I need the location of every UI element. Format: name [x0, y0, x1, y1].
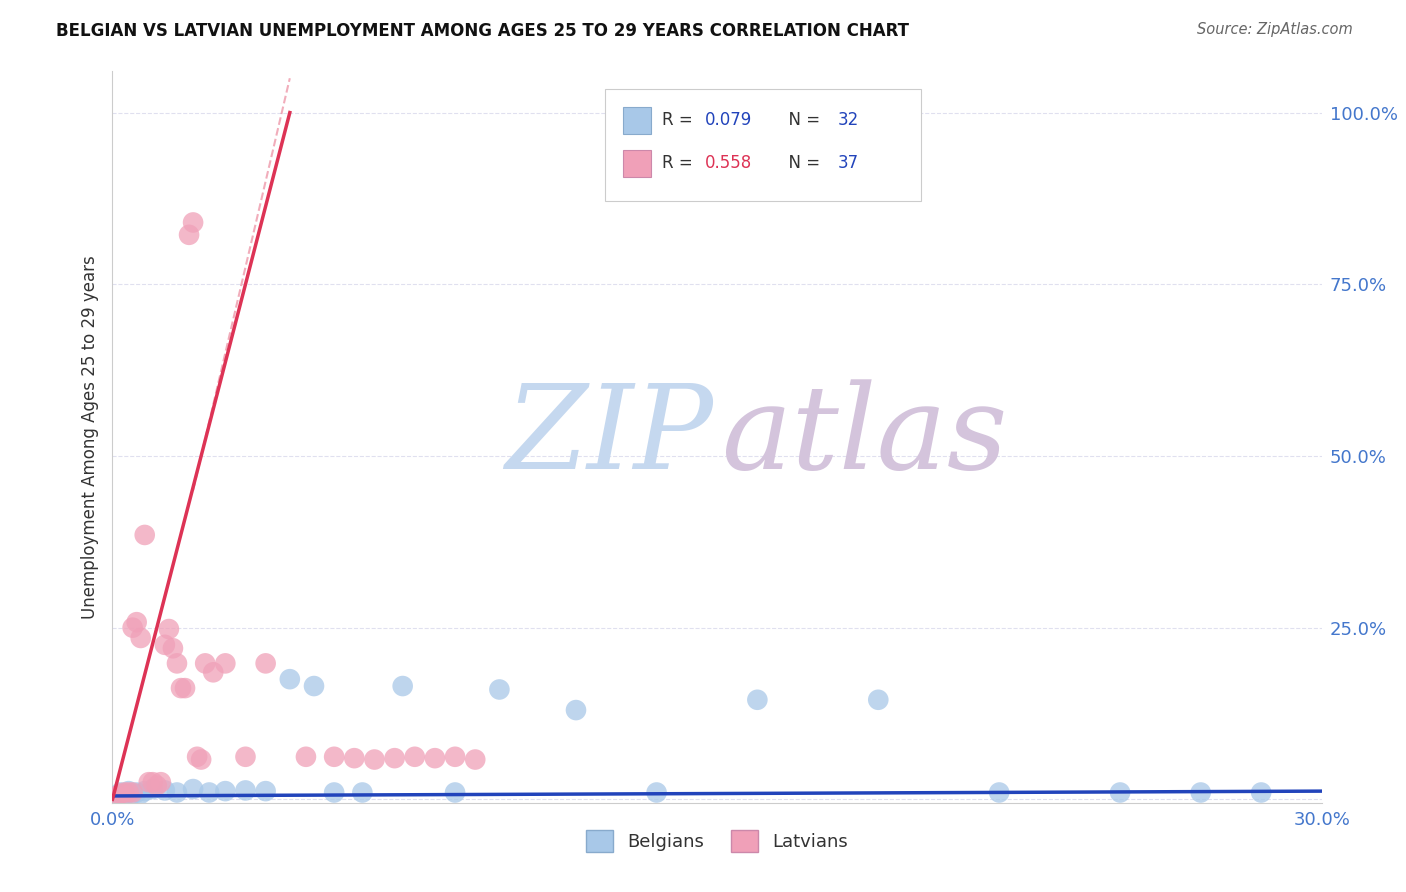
Text: Source: ZipAtlas.com: Source: ZipAtlas.com: [1197, 22, 1353, 37]
Point: [488, 682, 510, 697]
Point: [121, 787, 143, 801]
Point: [134, 528, 156, 542]
Point: [254, 784, 277, 798]
Point: [235, 783, 257, 797]
Point: [138, 775, 160, 789]
Point: [181, 782, 204, 797]
Point: [121, 785, 143, 799]
Point: [166, 657, 188, 671]
Point: [198, 785, 221, 799]
Point: [404, 749, 426, 764]
Point: [174, 681, 197, 695]
Point: [134, 784, 156, 798]
Point: [153, 638, 176, 652]
Point: [114, 785, 136, 799]
Text: 0.558: 0.558: [704, 154, 752, 172]
Text: N =: N =: [778, 112, 825, 129]
Point: [157, 622, 180, 636]
Point: [105, 789, 128, 803]
Point: [343, 751, 366, 765]
Text: BELGIAN VS LATVIAN UNEMPLOYMENT AMONG AGES 25 TO 29 YEARS CORRELATION CHART: BELGIAN VS LATVIAN UNEMPLOYMENT AMONG AG…: [56, 22, 910, 40]
Point: [166, 785, 188, 799]
Point: [105, 789, 128, 803]
Point: [146, 779, 169, 793]
Point: [295, 749, 318, 764]
Point: [202, 665, 225, 680]
Text: N =: N =: [778, 154, 825, 172]
Point: [142, 775, 165, 789]
Point: [214, 657, 236, 671]
Text: R =: R =: [662, 154, 699, 172]
Point: [352, 785, 374, 799]
Legend: Belgians, Latvians: Belgians, Latvians: [578, 823, 856, 860]
Text: 37: 37: [838, 154, 859, 172]
Point: [391, 679, 413, 693]
Point: [121, 621, 143, 635]
Point: [565, 703, 588, 717]
Point: [162, 641, 184, 656]
Point: [214, 784, 236, 798]
Point: [235, 749, 257, 764]
Point: [129, 631, 152, 645]
Point: [747, 693, 769, 707]
Point: [384, 751, 406, 765]
Point: [194, 657, 217, 671]
Point: [254, 657, 277, 671]
Point: [149, 775, 172, 789]
Point: [190, 752, 212, 766]
Point: [153, 783, 176, 797]
Point: [278, 672, 301, 686]
Point: [423, 751, 446, 765]
Point: [444, 749, 467, 764]
Point: [868, 693, 890, 707]
Point: [186, 749, 208, 764]
Point: [117, 785, 139, 799]
Point: [114, 789, 136, 803]
Y-axis label: Unemployment Among Ages 25 to 29 years: Unemployment Among Ages 25 to 29 years: [80, 255, 98, 619]
Point: [177, 227, 200, 242]
Point: [464, 752, 486, 766]
Text: R =: R =: [662, 112, 699, 129]
Point: [323, 749, 346, 764]
Point: [1109, 785, 1132, 799]
Point: [181, 215, 204, 229]
Point: [114, 787, 136, 801]
Point: [444, 785, 467, 799]
Point: [323, 785, 346, 799]
Text: 0.079: 0.079: [704, 112, 752, 129]
Point: [125, 785, 148, 799]
Point: [1189, 785, 1212, 799]
Point: [302, 679, 325, 693]
Text: ZIP: ZIP: [505, 380, 713, 494]
Text: atlas: atlas: [721, 380, 1007, 494]
Point: [110, 787, 132, 801]
Point: [988, 785, 1011, 799]
Point: [1250, 785, 1272, 799]
Point: [142, 782, 165, 797]
Point: [645, 785, 668, 799]
Point: [110, 785, 132, 799]
Point: [170, 681, 193, 695]
Point: [129, 787, 152, 801]
Point: [117, 784, 139, 798]
Text: 32: 32: [838, 112, 859, 129]
Point: [363, 752, 385, 766]
Point: [125, 615, 148, 630]
